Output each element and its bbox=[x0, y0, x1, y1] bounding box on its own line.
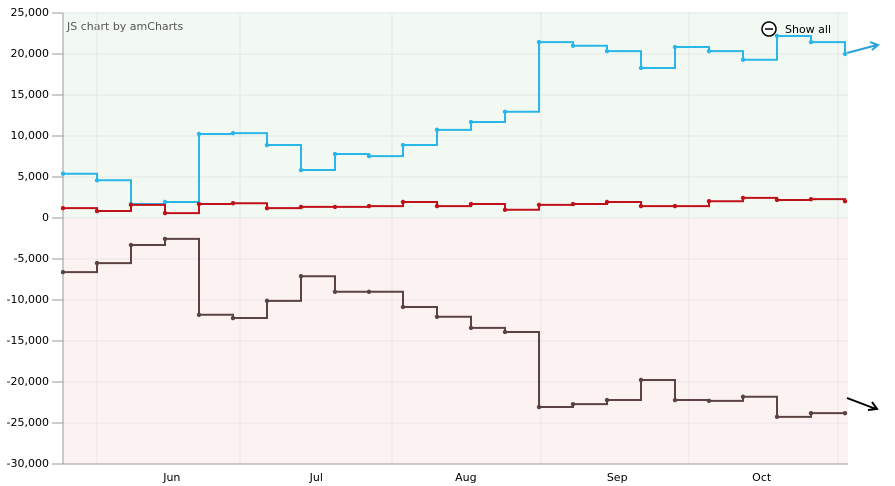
x-tick-label: Aug bbox=[455, 471, 476, 484]
x-tick-label: Jul bbox=[309, 471, 323, 484]
point bbox=[162, 199, 168, 205]
point bbox=[638, 203, 644, 209]
point bbox=[808, 39, 814, 45]
y-tick-label: 10,000 bbox=[11, 129, 50, 142]
y-tick-label: -10,000 bbox=[7, 293, 49, 306]
point bbox=[196, 312, 202, 317]
point bbox=[400, 199, 406, 205]
credit[interactable]: JS chart by amCharts bbox=[66, 20, 183, 33]
point bbox=[230, 130, 236, 136]
series bbox=[60, 195, 848, 216]
point bbox=[434, 127, 440, 133]
point bbox=[774, 414, 780, 420]
y-tick-label: 25,000 bbox=[11, 6, 50, 19]
point bbox=[366, 153, 372, 159]
point bbox=[230, 201, 236, 206]
point bbox=[706, 198, 712, 204]
point bbox=[400, 304, 406, 310]
point bbox=[366, 203, 372, 209]
series bbox=[60, 236, 848, 420]
arrow bbox=[846, 41, 880, 54]
point bbox=[740, 57, 746, 62]
point bbox=[230, 315, 236, 321]
point bbox=[604, 397, 610, 403]
point bbox=[196, 131, 202, 137]
point bbox=[672, 397, 678, 403]
point bbox=[468, 201, 474, 207]
point bbox=[366, 289, 372, 294]
point bbox=[162, 236, 168, 242]
point bbox=[128, 202, 134, 208]
point bbox=[672, 203, 678, 209]
point bbox=[94, 208, 100, 214]
point bbox=[502, 109, 508, 115]
point bbox=[298, 167, 304, 173]
point bbox=[264, 142, 270, 148]
point bbox=[264, 298, 270, 304]
point bbox=[774, 197, 780, 203]
point bbox=[128, 242, 134, 248]
point bbox=[332, 204, 338, 210]
point bbox=[536, 404, 542, 410]
zoom-out-button[interactable]: Show all bbox=[761, 21, 831, 37]
step-line bbox=[63, 34, 846, 206]
point bbox=[502, 329, 508, 335]
point bbox=[434, 314, 440, 320]
point bbox=[570, 201, 576, 207]
point bbox=[162, 210, 168, 216]
point bbox=[332, 289, 338, 294]
y-tick-label: -15,000 bbox=[7, 334, 49, 347]
point bbox=[842, 410, 848, 416]
point bbox=[638, 377, 644, 383]
x-tick-label: Oct bbox=[752, 471, 772, 484]
x-tick-label: Sep bbox=[607, 471, 628, 484]
point bbox=[94, 178, 100, 183]
point bbox=[570, 401, 576, 407]
point bbox=[536, 39, 542, 45]
point bbox=[842, 198, 848, 204]
point bbox=[264, 205, 270, 211]
point bbox=[774, 33, 780, 39]
point bbox=[60, 171, 66, 176]
point bbox=[604, 199, 610, 205]
arrow bbox=[846, 397, 879, 411]
point bbox=[638, 65, 644, 71]
zoom-button-label[interactable]: Show all bbox=[785, 23, 831, 36]
point bbox=[604, 48, 610, 54]
point bbox=[332, 151, 338, 157]
y-tick-label: 20,000 bbox=[11, 47, 50, 60]
point bbox=[196, 201, 202, 207]
point bbox=[672, 44, 678, 50]
y-tick-label: -30,000 bbox=[7, 457, 49, 470]
positive-band bbox=[63, 13, 848, 218]
y-tick-label: -5,000 bbox=[14, 252, 49, 265]
point bbox=[808, 196, 814, 202]
point bbox=[298, 204, 304, 210]
y-tick-label: 0 bbox=[42, 211, 49, 224]
x-tick-label: Jun bbox=[162, 471, 180, 484]
y-tick-label: 5,000 bbox=[18, 170, 50, 183]
point bbox=[740, 394, 746, 399]
point bbox=[94, 260, 100, 266]
point bbox=[60, 205, 66, 211]
point bbox=[536, 202, 542, 208]
point bbox=[570, 43, 576, 48]
point bbox=[502, 207, 508, 212]
point bbox=[400, 142, 406, 148]
point bbox=[468, 119, 474, 125]
y-tick-label: 15,000 bbox=[11, 88, 50, 101]
point bbox=[706, 398, 712, 404]
point bbox=[468, 325, 474, 331]
point bbox=[740, 195, 746, 201]
overflow-arrows bbox=[846, 41, 880, 411]
point bbox=[706, 48, 712, 54]
point bbox=[434, 203, 440, 209]
point bbox=[298, 274, 304, 279]
y-tick-label: -20,000 bbox=[7, 375, 49, 388]
y-tick-label: -25,000 bbox=[7, 416, 49, 429]
point bbox=[60, 269, 66, 275]
point bbox=[808, 410, 814, 416]
point bbox=[842, 51, 848, 57]
